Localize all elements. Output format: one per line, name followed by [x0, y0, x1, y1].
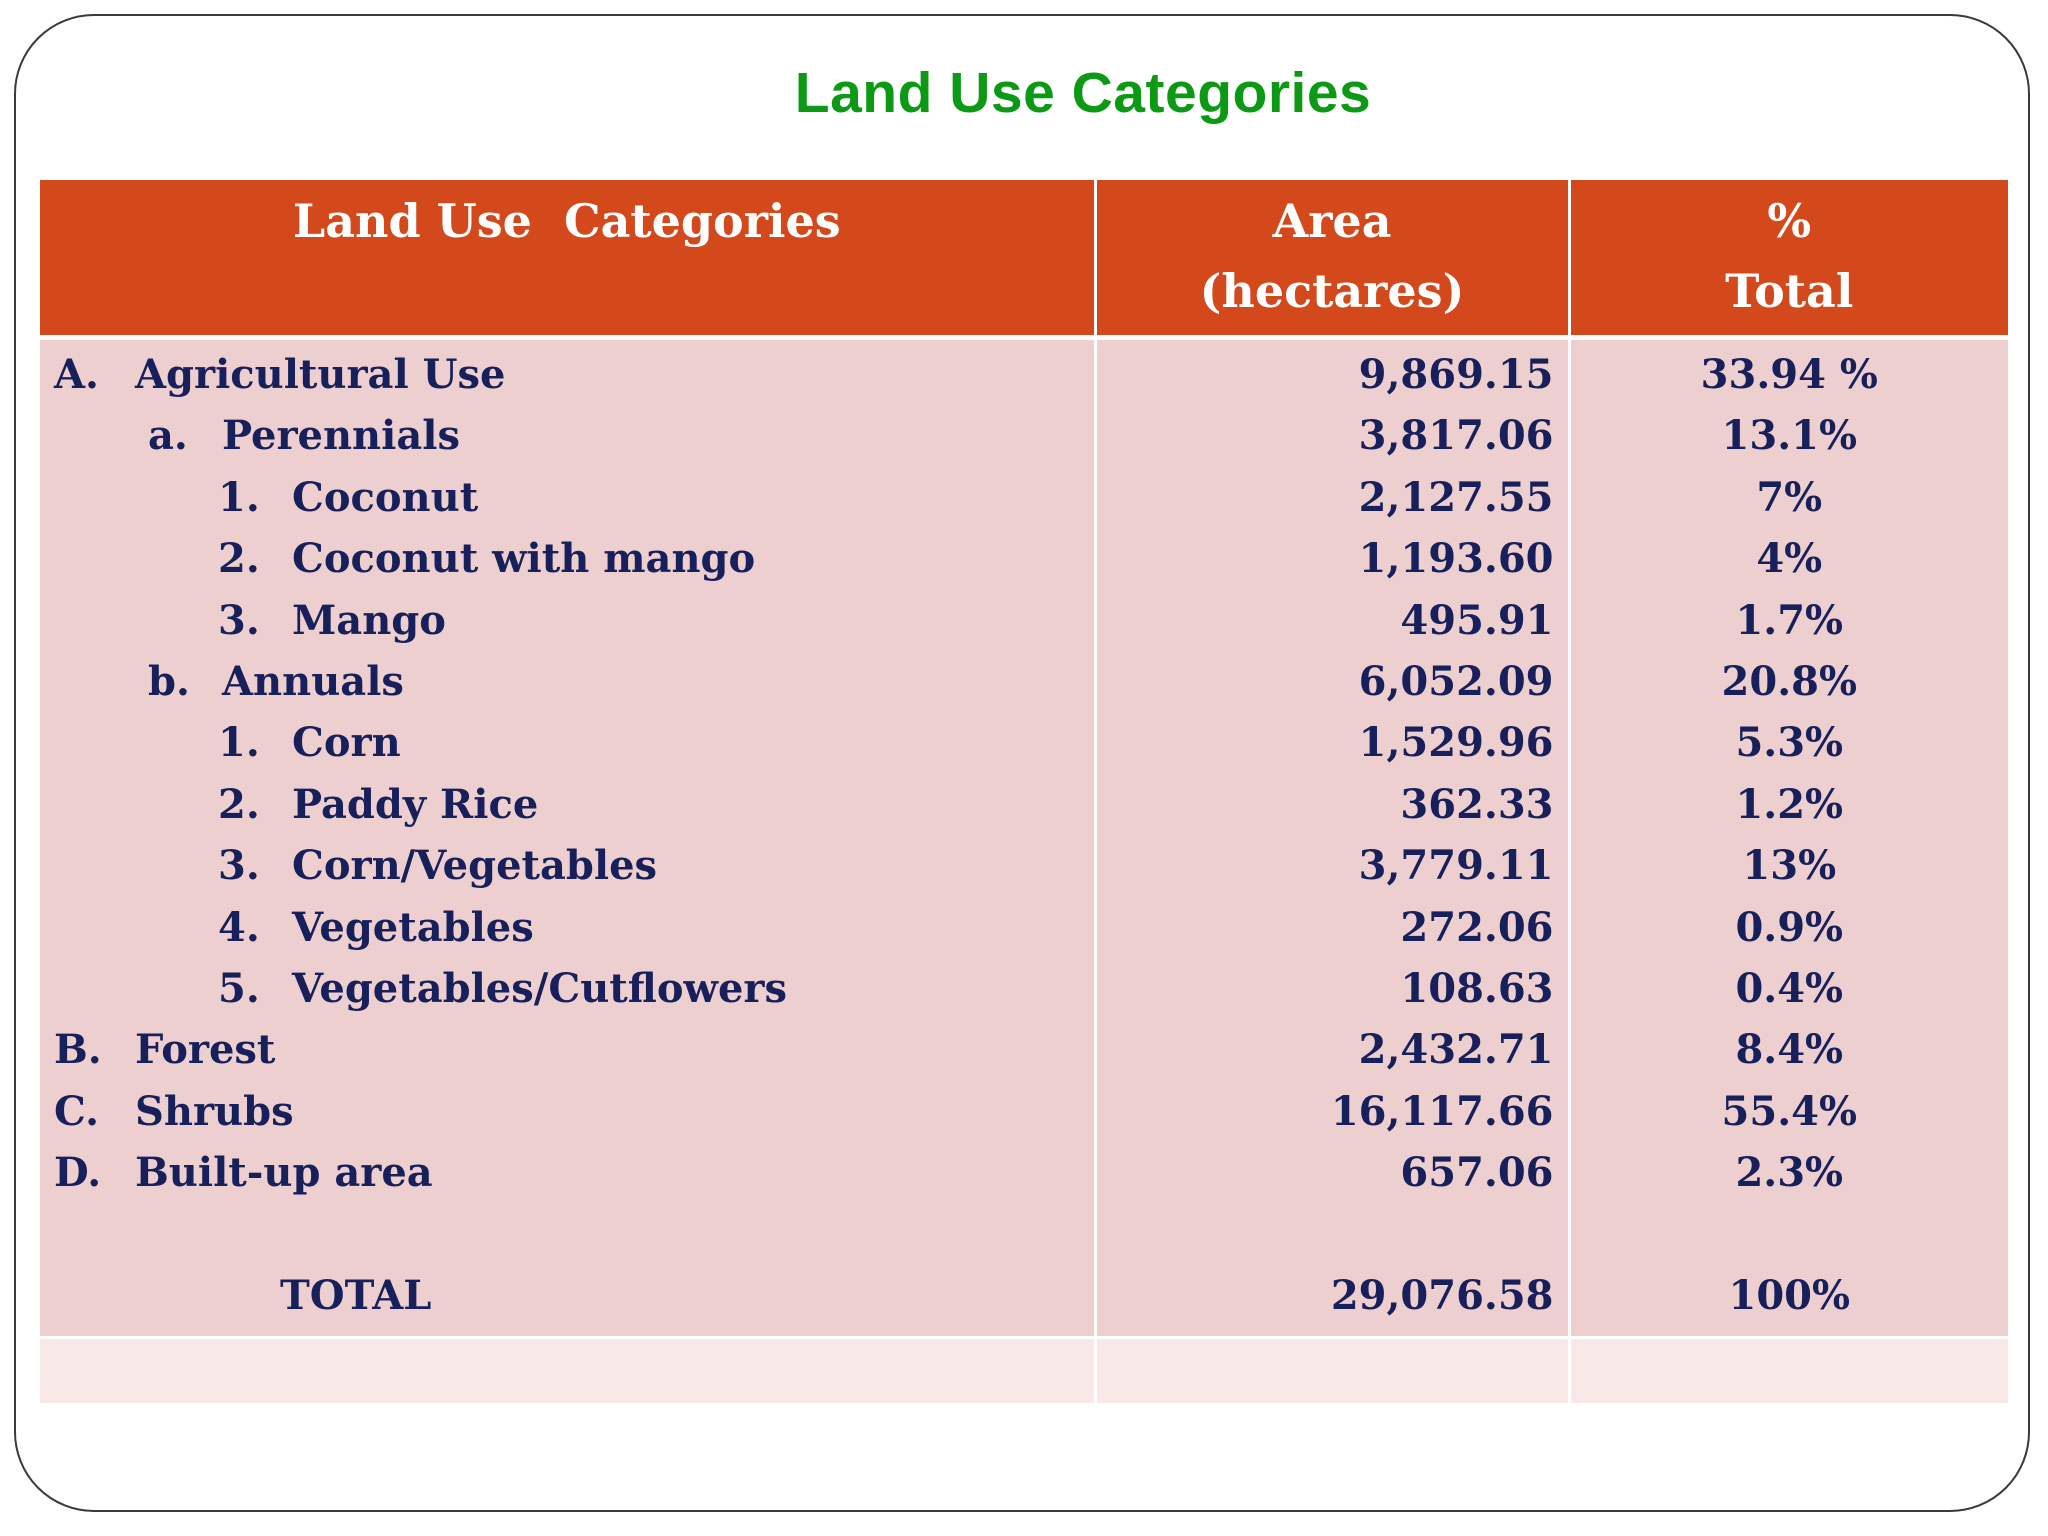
- row-marker: C.: [54, 1087, 100, 1135]
- pct-value: 1.2%: [1735, 780, 1844, 828]
- row-marker: 5.: [218, 964, 260, 1012]
- table-row-label: 4. Vegetables: [40, 897, 1094, 958]
- pct-value: 7%: [1756, 473, 1823, 521]
- area-value: 3,817.06: [1358, 412, 1554, 460]
- table-row-label: 1. Coconut: [40, 467, 1094, 528]
- row-label: Perennials: [222, 412, 460, 460]
- total-area-value: 29,076.58: [1330, 1271, 1554, 1319]
- area-value: 16,117.66: [1330, 1087, 1554, 1135]
- table-row-label: D. Built-up area: [40, 1142, 1094, 1203]
- area-column: 9,869.15 3,817.06 2,127.55 1,193.60 495.…: [1095, 337, 1571, 1338]
- row-label: Paddy Rice: [292, 780, 539, 828]
- row-marker: 2.: [218, 780, 260, 828]
- area-value: 9,869.15: [1358, 351, 1554, 398]
- row-label: Mango: [292, 596, 446, 644]
- slide-title: Land Use Categories: [794, 61, 1372, 125]
- table-row-label: b. Annuals: [40, 651, 1094, 712]
- empty-cell: [40, 1336, 1097, 1404]
- row-label: Shrubs: [135, 1087, 294, 1135]
- area-value: 272.06: [1400, 903, 1554, 951]
- pct-value: 1.7%: [1735, 596, 1844, 644]
- header-area-line1: Area: [1272, 194, 1392, 248]
- table-row-label: 5. Vegetables/Cutflowers: [40, 958, 1094, 1019]
- table-row-label: 1. Corn: [40, 712, 1094, 773]
- row-label: Coconut: [292, 473, 479, 521]
- spacer: [40, 1203, 1094, 1264]
- row-marker: 3.: [218, 842, 260, 890]
- table-row-label: A. Agricultural Use: [40, 344, 1094, 405]
- row-marker: b.: [148, 657, 190, 705]
- row-marker: a.: [148, 412, 188, 460]
- header-category: Land Use Categories: [40, 180, 1097, 340]
- header-pct: % Total: [1569, 180, 2008, 340]
- header-area-line2: (hectares): [1199, 264, 1465, 318]
- pct-value: 13.1%: [1721, 412, 1857, 460]
- row-label: Vegetables: [292, 903, 534, 951]
- category-column: A. Agricultural Use a. Perennials 1. Coconu…: [40, 337, 1097, 1338]
- area-value: 1,193.60: [1358, 535, 1554, 583]
- pct-value: 0.4%: [1735, 964, 1844, 1012]
- body-row: A. Agricultural Use a. Perennials 1. Coconu…: [40, 337, 2009, 1338]
- row-label: Built-up area: [135, 1149, 433, 1197]
- table-row-label: B. Forest: [40, 1019, 1094, 1080]
- header-pct-line1: %: [1767, 194, 1812, 248]
- area-value: 1,529.96: [1358, 719, 1554, 767]
- row-label: Agricultural Use: [135, 351, 506, 398]
- row-label: Annuals: [222, 657, 404, 705]
- row-marker: D.: [54, 1149, 102, 1197]
- land-use-table-container: Land Use Categories Area (hectares) % To…: [40, 180, 2009, 1404]
- pct-value: 2.3%: [1735, 1149, 1844, 1197]
- pct-value: 8.4%: [1735, 1026, 1844, 1074]
- empty-footer-row: [40, 1336, 2008, 1404]
- header-category-label: Land Use Categories: [292, 194, 841, 248]
- row-marker: 4.: [218, 903, 260, 951]
- total-pct-value: 100%: [1728, 1271, 1850, 1319]
- row-marker: A.: [54, 351, 99, 398]
- table-row-label: 2. Paddy Rice: [40, 774, 1094, 835]
- area-value: 2,432.71: [1358, 1026, 1554, 1074]
- spacer: [1097, 1203, 1568, 1264]
- row-marker: B.: [54, 1026, 102, 1074]
- table-row-label: a. Perennials: [40, 405, 1094, 466]
- row-label: Corn/Vegetables: [292, 842, 658, 890]
- table-row-label: 3. Corn/Vegetables: [40, 835, 1094, 896]
- area-value: 6,052.09: [1358, 657, 1554, 705]
- land-use-table: Land Use Categories Area (hectares) % To…: [40, 180, 2009, 1404]
- spacer: [1571, 1203, 2009, 1264]
- pct-value: 20.8%: [1721, 657, 1857, 705]
- header-area: Area (hectares): [1095, 180, 1571, 340]
- area-value: 362.33: [1400, 780, 1554, 828]
- pct-column: 33.94 % 13.1% 7% 4% 1.7% 20.8% 5.3% 1.2%…: [1569, 337, 2009, 1338]
- row-marker: 2.: [218, 535, 260, 583]
- table-row-label: 3. Mango: [40, 590, 1094, 651]
- area-value: 108.63: [1400, 964, 1554, 1012]
- pct-value: 55.4%: [1721, 1087, 1857, 1135]
- total-row-label: TOTAL: [40, 1265, 1094, 1326]
- table-row-label: C. Shrubs: [40, 1081, 1094, 1142]
- area-value: 3,779.11: [1358, 842, 1554, 890]
- pct-value: 33.94 %: [1700, 351, 1878, 398]
- row-marker: 3.: [218, 596, 260, 644]
- empty-cell: [1095, 1336, 1571, 1404]
- header-row: Land Use Categories Area (hectares) % To…: [40, 180, 2008, 340]
- total-label: TOTAL: [280, 1271, 432, 1319]
- row-marker: 1.: [218, 473, 260, 521]
- pct-value: 0.9%: [1735, 903, 1844, 951]
- row-label: Corn: [292, 719, 401, 767]
- row-label: Coconut with mango: [292, 535, 756, 583]
- area-value: 657.06: [1400, 1149, 1554, 1197]
- header-pct-line2: Total: [1725, 264, 1854, 318]
- row-label: Vegetables/Cutflowers: [292, 964, 787, 1012]
- empty-cell: [1569, 1336, 2008, 1404]
- table-row-label: 2. Coconut with mango: [40, 528, 1094, 589]
- pct-value: 5.3%: [1735, 719, 1844, 767]
- area-value: 2,127.55: [1358, 473, 1554, 521]
- area-value: 495.91: [1400, 596, 1554, 644]
- pct-value: 4%: [1756, 535, 1823, 583]
- row-label: Forest: [135, 1026, 276, 1074]
- row-marker: 1.: [218, 719, 260, 767]
- pct-value: 13%: [1742, 842, 1837, 890]
